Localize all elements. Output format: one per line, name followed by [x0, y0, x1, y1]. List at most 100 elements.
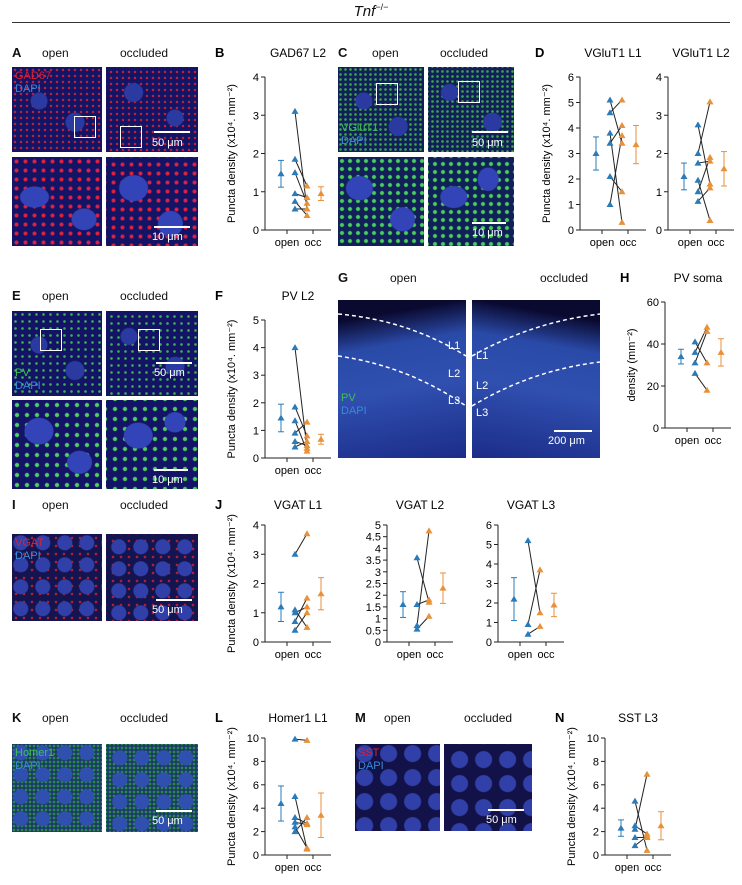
mean-marker-open — [399, 601, 407, 608]
occ-data-point — [303, 211, 311, 218]
panel-letter-a: A — [12, 45, 22, 60]
stain-label-dapi: DAPI — [341, 135, 367, 147]
y-tick-label: 1 — [253, 608, 259, 620]
y-tick-label: 5 — [375, 520, 381, 532]
mean-marker-open — [277, 603, 285, 610]
panel-m-occluded-image: 50 μm — [444, 744, 532, 831]
occ-data-point — [618, 188, 626, 195]
pair-line — [294, 159, 308, 187]
open-data-point — [606, 139, 614, 146]
y-axis-label: Puncta density (x10⁴. mm⁻²) — [566, 727, 578, 866]
stain-label-pv: PV — [341, 392, 356, 404]
chart-j1: J VGAT L1 0 1 2 3 4 open occ Puncta density (x10⁴… — [215, 497, 331, 661]
x-tick-label: occ — [707, 237, 725, 249]
open-data-point — [291, 823, 299, 830]
chart-j3: VGAT L3 0 1 2 3 4 5 6 open occ — [486, 498, 564, 661]
pair-line — [694, 373, 708, 391]
chart-b: B GAD67 L2 0 1 2 3 4 open occ Puncta density (x10… — [215, 45, 331, 249]
mean-marker-occ — [657, 822, 665, 829]
y-tick-label: 2 — [486, 598, 492, 610]
chart-title: GAD67 L2 — [270, 46, 326, 60]
occ-data-point — [703, 323, 711, 330]
occ-data-point — [706, 184, 714, 191]
scale-bar — [154, 226, 190, 228]
x-tick-label: occ — [304, 465, 322, 477]
y-axis-label: Puncta density (x10⁴. mm⁻²) — [226, 514, 238, 653]
y-tick-label: 2 — [253, 398, 259, 410]
chart-title: Homer1 L1 — [268, 711, 328, 725]
pair-line — [416, 530, 430, 626]
figure-title: Tnf−/− — [353, 2, 389, 20]
pair-line — [697, 101, 711, 154]
y-tick-label: 3 — [375, 567, 381, 579]
x-tick-label: open — [275, 649, 299, 661]
occ-data-point — [618, 121, 626, 128]
x-tick-label: open — [275, 862, 299, 874]
layer-label: L2 — [476, 380, 489, 392]
pair-line — [609, 125, 623, 144]
chart-d1: D VGluT1 L1 0 1 2 3 4 5 6 open occ Puncta density (… — [535, 45, 646, 249]
open-data-point — [413, 601, 421, 608]
panel-a-open-zoom-image — [12, 157, 102, 246]
open-data-point — [291, 417, 299, 424]
open-data-point — [694, 176, 702, 183]
y-tick-label: 2 — [375, 590, 381, 602]
occ-data-point — [425, 527, 433, 534]
panel-e-open-zoom-image — [12, 400, 102, 489]
stain-label-dapi: DAPI — [15, 760, 41, 772]
open-data-point — [631, 822, 639, 829]
panel-c-open-zoom-image — [338, 157, 424, 246]
panel-k-open-label: open — [42, 711, 69, 725]
chart-title: VGAT L1 — [274, 498, 323, 512]
y-tick-label: 0 — [656, 225, 662, 237]
panel-m-occluded-label: occluded — [464, 711, 513, 725]
chart-title: VGluT1 L2 — [672, 46, 730, 60]
panel-letter-m: M — [355, 710, 366, 725]
chart-title: VGAT L3 — [507, 498, 556, 512]
occ-data-point — [303, 603, 311, 610]
occ-data-point — [303, 623, 311, 630]
mean-marker-open — [277, 414, 285, 421]
chart-title: PV L2 — [282, 289, 315, 303]
y-tick-label: 1.5 — [366, 602, 381, 614]
chart-f: F PV L2 0 1 2 3 4 5 open occ Puncta density (x10⁴.… — [215, 288, 331, 477]
x-tick-label: occ — [704, 435, 722, 447]
open-data-point — [291, 190, 299, 197]
panel-k-occluded-label: occluded — [120, 711, 169, 725]
chart-d2: VGluT1 L2 0 1 2 3 4 open occ — [656, 46, 734, 249]
occ-data-point — [536, 609, 544, 616]
occ-data-point — [703, 327, 711, 334]
open-data-point — [291, 155, 299, 162]
panel-letter-k: K — [12, 710, 22, 725]
x-tick-label: occ — [537, 649, 555, 661]
x-tick-label: open — [675, 435, 699, 447]
occ-data-point — [703, 359, 711, 366]
y-tick-label: 4 — [253, 343, 259, 355]
mean-marker-occ — [317, 435, 325, 442]
pair-line — [609, 135, 623, 205]
occ-data-point — [303, 182, 311, 189]
y-tick-label: 1 — [253, 425, 259, 437]
mean-marker-open — [677, 353, 685, 360]
x-tick-label: open — [397, 649, 421, 661]
stain-label-vglut1: VGluT1 — [341, 122, 379, 134]
occ-data-point — [706, 157, 714, 164]
scale-bar — [472, 131, 508, 133]
layer-label: L3 — [448, 395, 461, 407]
y-tick-label: 5 — [568, 98, 574, 110]
x-tick-label: occ — [304, 862, 322, 874]
occ-data-point — [303, 447, 311, 454]
y-tick-label: 0 — [253, 453, 259, 465]
panel-letter: D — [535, 45, 544, 60]
pair-line — [527, 569, 541, 625]
open-data-point — [413, 622, 421, 629]
x-tick-label: occ — [304, 649, 322, 661]
scale-bar-label: 50 μm — [152, 604, 183, 616]
y-tick-label: 2 — [253, 149, 259, 161]
open-data-point — [694, 159, 702, 166]
y-axis-label: density (mm⁻²) — [626, 328, 638, 401]
occ-data-point — [303, 418, 311, 425]
y-tick-label: 4 — [486, 559, 492, 571]
panel-g-open-image: PV DAPI L1 L2 L3 — [338, 300, 466, 458]
occ-data-point — [303, 530, 311, 537]
